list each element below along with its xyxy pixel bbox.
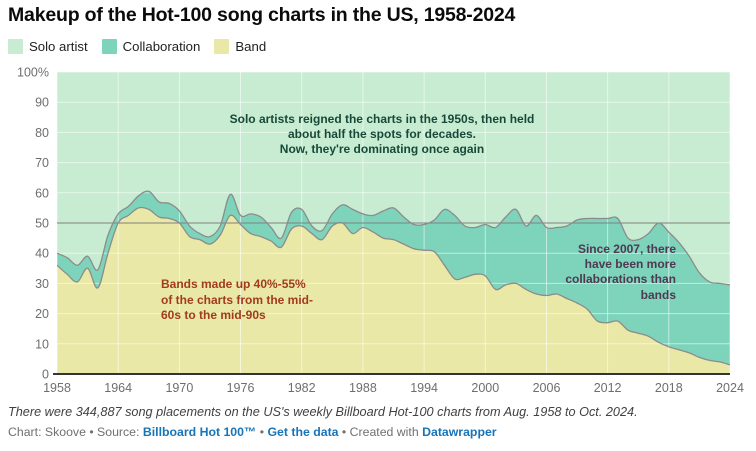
y-tick-label: 30 (35, 277, 49, 291)
chart-note: There were 344,887 song placements on th… (8, 405, 638, 419)
y-tick-label: 60 (35, 186, 49, 200)
annotation-collaborations: Since 2007, there have been more collabo… (565, 242, 676, 302)
byline-prefix: Chart: Skoove • Source: (8, 425, 143, 439)
x-tick-label: 2000 (471, 381, 499, 395)
page-title: Makeup of the Hot-100 song charts in the… (8, 4, 516, 26)
annotation-solo-artists: Solo artists reigned the charts in the 1… (229, 112, 535, 156)
annotation-bands: Bands made up 40%-55% of the charts from… (161, 277, 314, 323)
legend-label-collaboration: Collaboration (122, 39, 201, 54)
x-tick-label: 1976 (227, 381, 255, 395)
y-tick-label: 0 (42, 368, 49, 382)
legend-swatch-collaboration (101, 39, 117, 54)
legend-label-band: Band (235, 39, 267, 54)
legend-swatch-solo-artist (8, 39, 23, 54)
byline-separator: • (256, 425, 268, 439)
collaboration-boundary-line (57, 190, 730, 286)
y-tick-label: 20 (35, 307, 49, 321)
legend-swatch-band (214, 39, 230, 54)
x-tick-label: 1970 (165, 381, 193, 395)
gridlines (56, 71, 731, 374)
x-tick-label: 2006 (533, 381, 561, 395)
band-boundary-line (57, 206, 730, 366)
legend: Solo artist Collaboration Band (8, 39, 266, 54)
y-tick-label: 50 (35, 217, 49, 231)
source-link[interactable]: Billboard Hot 100™ (142, 425, 257, 439)
y-tick-label: 80 (35, 126, 49, 140)
series-boundaries (57, 190, 730, 366)
y-axis-labels: 0 10 20 30 40 50 60 70 80 90 100% (17, 66, 49, 382)
y-tick-label: 70 (35, 156, 49, 170)
y-tick-label: 100% (17, 66, 49, 80)
x-tick-label: 1958 (43, 381, 71, 395)
x-tick-label: 2018 (655, 381, 683, 395)
legend-label-solo-artist: Solo artist (29, 39, 88, 54)
x-tick-label: 2024 (716, 381, 744, 395)
x-tick-label: 1964 (104, 381, 132, 395)
y-tick-label: 40 (35, 247, 49, 261)
x-tick-label: 1982 (288, 381, 316, 395)
area-band (57, 207, 730, 374)
byline-created-with: • Created with (338, 425, 423, 439)
legend-item-solo-artist: Solo artist (8, 39, 88, 54)
get-data-link[interactable]: Get the data (267, 425, 339, 439)
legend-item-band: Band (214, 39, 266, 54)
datawrapper-link[interactable]: Datawrapper (422, 425, 497, 439)
x-tick-label: 2012 (594, 381, 622, 395)
chart-byline: Chart: Skoove • Source: Billboard Hot 10… (8, 425, 497, 439)
y-tick-label: 10 (35, 337, 49, 351)
x-tick-label: 1988 (349, 381, 377, 395)
x-tick-label: 1994 (410, 381, 438, 395)
y-tick-label: 90 (35, 96, 49, 110)
x-axis-labels: 1958 1964 1970 1976 1982 1988 1994 2000 2006 2012… (43, 381, 744, 395)
legend-item-collaboration: Collaboration (101, 39, 201, 54)
